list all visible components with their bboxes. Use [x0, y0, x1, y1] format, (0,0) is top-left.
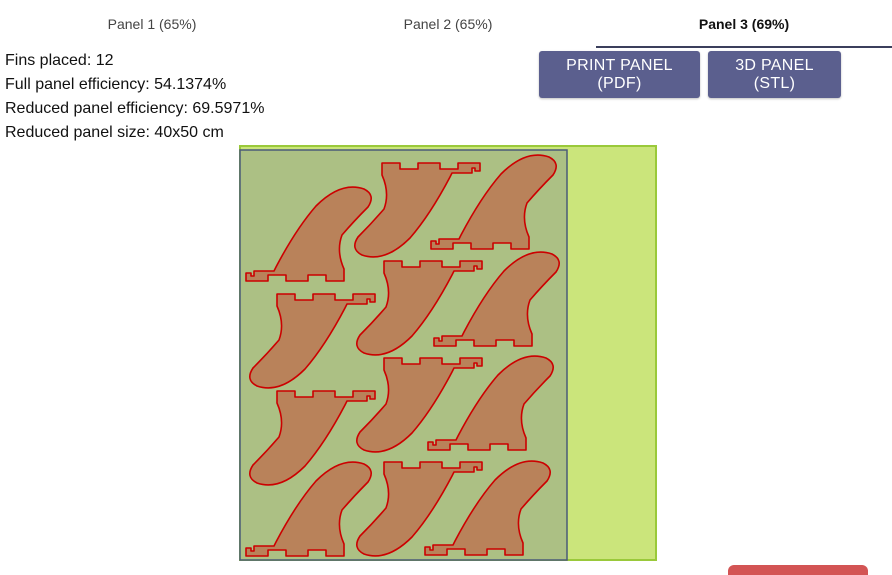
tab-panel-2[interactable]: Panel 2 (65%): [403, 16, 493, 32]
panel-stats: Fins placed: 12 Full panel efficiency: 5…: [5, 49, 264, 145]
reduced-efficiency-text: Reduced panel efficiency: 69.5971%: [5, 100, 265, 117]
partial-red-button[interactable]: [728, 565, 868, 575]
tab-panel-1[interactable]: Panel 1 (65%): [107, 16, 197, 32]
3d-panel-stl-button[interactable]: 3D PANEL (STL): [708, 51, 841, 98]
panel-tabs: Panel 1 (65%) Panel 2 (65%) Panel 3 (69%…: [0, 0, 892, 50]
fins-placed-text: Fins placed: 12: [5, 52, 114, 69]
print-panel-pdf-button[interactable]: PRINT PANEL (PDF): [539, 51, 700, 98]
tab-panel-3[interactable]: Panel 3 (69%): [698, 16, 790, 32]
active-tab-indicator: [596, 46, 892, 48]
full-efficiency-text: Full panel efficiency: 54.1374%: [5, 76, 227, 93]
reduced-size-text: Reduced panel size: 40x50 cm: [5, 124, 224, 141]
panel-preview: [239, 145, 657, 561]
